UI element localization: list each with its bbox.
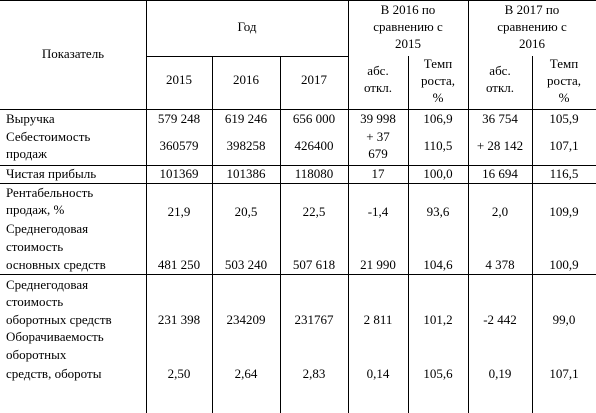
cell-rate-2017: 105,9 — [549, 111, 579, 126]
cell-rate-2017: 116,5 — [549, 166, 579, 181]
col-divider-2 — [212, 56, 213, 413]
row-label: Чистая прибыль — [6, 166, 97, 181]
header-cmp2016-line2: сравнению с — [373, 19, 443, 34]
cell-rate-2017: 107,1 — [549, 138, 579, 153]
cell-abs-2017: 16 694 — [482, 166, 518, 181]
cell-2015: 2,50 — [167, 366, 191, 381]
header-year-2015: 2015 — [166, 72, 192, 87]
cell-2016: 503 240 — [224, 257, 268, 272]
header-cmp2017-line3: 2016 — [519, 36, 545, 51]
col-divider-7 — [532, 56, 533, 413]
cell-2016: 619 246 — [224, 111, 268, 126]
header-indicator: Показатель — [41, 46, 105, 61]
col-divider-3 — [280, 56, 281, 413]
cell-2015: 579 248 — [157, 111, 201, 126]
cell-rate-2016: 105,6 — [423, 366, 453, 381]
rule-after-net-profit — [0, 183, 596, 184]
rule-after-fixed-assets — [0, 274, 596, 275]
cell-rate-2017: 100,9 — [549, 257, 579, 272]
row-label-line2: продаж — [6, 146, 47, 161]
row-label-line2: оборотных — [6, 347, 67, 362]
header-rate-2016-line3: % — [432, 90, 444, 105]
cell-abs-2016-line1: + 37 — [366, 129, 390, 144]
row-label-line1: Оборачиваемость — [6, 329, 104, 344]
header-cmp2016-line3: 2015 — [395, 36, 421, 51]
cell-rate-2016: 101,2 — [423, 312, 453, 327]
cell-abs-2017: + 28 142 — [476, 138, 524, 153]
header-cmp2017-line2: сравнению с — [497, 19, 567, 34]
row-label: Выручка — [6, 111, 55, 126]
cell-2017: 426400 — [294, 138, 334, 153]
cell-2015: 101369 — [159, 166, 199, 181]
cell-2017: 2,83 — [302, 366, 326, 381]
row-label-line1: Себестоимость — [6, 129, 91, 144]
cell-2016: 398258 — [226, 138, 266, 153]
rule-header-bottom — [0, 109, 596, 110]
cell-abs-2016: 39 998 — [360, 111, 396, 126]
cell-2016: 2,64 — [234, 366, 258, 381]
cell-2015: 360579 — [159, 138, 199, 153]
col-divider-1 — [146, 0, 147, 413]
cell-abs-2016-line2: 679 — [368, 146, 388, 161]
header-abs-2017-line2: откл. — [485, 80, 515, 95]
header-year-2017: 2017 — [301, 72, 327, 87]
cell-abs-2017: 2,0 — [491, 204, 509, 219]
rule-after-cost — [0, 165, 596, 166]
header-cmp2017-line1: В 2017 по — [504, 2, 560, 17]
header-year: Год — [237, 19, 257, 34]
cell-rate-2016: 100,0 — [423, 166, 453, 181]
cell-abs-2016: 21 990 — [360, 257, 396, 272]
cell-abs-2016: 2 811 — [363, 312, 393, 327]
cell-rate-2016: 93,6 — [426, 204, 450, 219]
cell-abs-2016: 17 — [371, 166, 385, 181]
col-divider-5 — [408, 56, 409, 413]
row-label-line3: основных средств — [6, 257, 106, 272]
cell-abs-2017: -2 442 — [483, 312, 517, 327]
cell-rate-2017: 109,9 — [549, 204, 579, 219]
row-label-line2: продаж, % — [6, 202, 65, 217]
cell-2017: 118080 — [294, 166, 334, 181]
row-label-line1: Рентабельность — [6, 185, 94, 200]
cell-abs-2017: 36 754 — [482, 111, 518, 126]
header-rate-2017-line1: Темп — [549, 56, 579, 71]
cell-2015: 481 250 — [157, 257, 201, 272]
row-label-line3: оборотных средств — [6, 312, 112, 327]
header-abs-2017-line1: абс. — [489, 63, 511, 78]
header-abs-2016-line1: абс. — [367, 63, 389, 78]
row-label-line1: Среднегодовая — [6, 277, 89, 292]
cell-abs-2017: 0,19 — [488, 366, 512, 381]
cell-2015: 231 398 — [157, 312, 201, 327]
cell-abs-2017: 4 378 — [485, 257, 515, 272]
cell-2017: 22,5 — [302, 204, 326, 219]
cell-2016: 234209 — [226, 312, 266, 327]
cell-2015: 21,9 — [167, 204, 191, 219]
header-rate-2016-line1: Темп — [423, 56, 453, 71]
cell-rate-2016: 106,9 — [423, 111, 453, 126]
rule-top — [0, 0, 596, 1]
cell-2017: 507 618 — [292, 257, 336, 272]
cell-abs-2016: 0,14 — [366, 366, 390, 381]
header-abs-2016-line2: откл. — [363, 80, 393, 95]
cell-abs-2016: -1,4 — [367, 204, 389, 219]
header-rate-2017-line2: роста, — [547, 73, 581, 88]
col-divider-6 — [468, 0, 469, 413]
cell-rate-2017: 99,0 — [552, 312, 576, 327]
cell-2017: 231767 — [294, 312, 334, 327]
cell-rate-2016: 110,5 — [423, 138, 453, 153]
row-label-line3: средств, обороты — [6, 366, 102, 381]
header-rate-2017-line3: % — [558, 90, 570, 105]
header-rate-2016-line2: роста, — [421, 73, 455, 88]
row-label-line2: стоимость — [6, 294, 64, 309]
rule-year-subheader — [146, 56, 348, 57]
col-divider-4 — [348, 0, 349, 413]
cell-2017: 656 000 — [292, 111, 336, 126]
header-cmp2016-line1: В 2016 по — [380, 2, 436, 17]
cell-rate-2016: 104,6 — [423, 257, 453, 272]
cell-rate-2017: 107,1 — [549, 366, 579, 381]
cell-2016: 101386 — [226, 166, 266, 181]
header-year-2016: 2016 — [233, 72, 259, 87]
row-label-line1: Среднегодовая — [6, 221, 89, 236]
row-label-line2: стоимость — [6, 239, 64, 254]
cell-2016: 20,5 — [234, 204, 258, 219]
